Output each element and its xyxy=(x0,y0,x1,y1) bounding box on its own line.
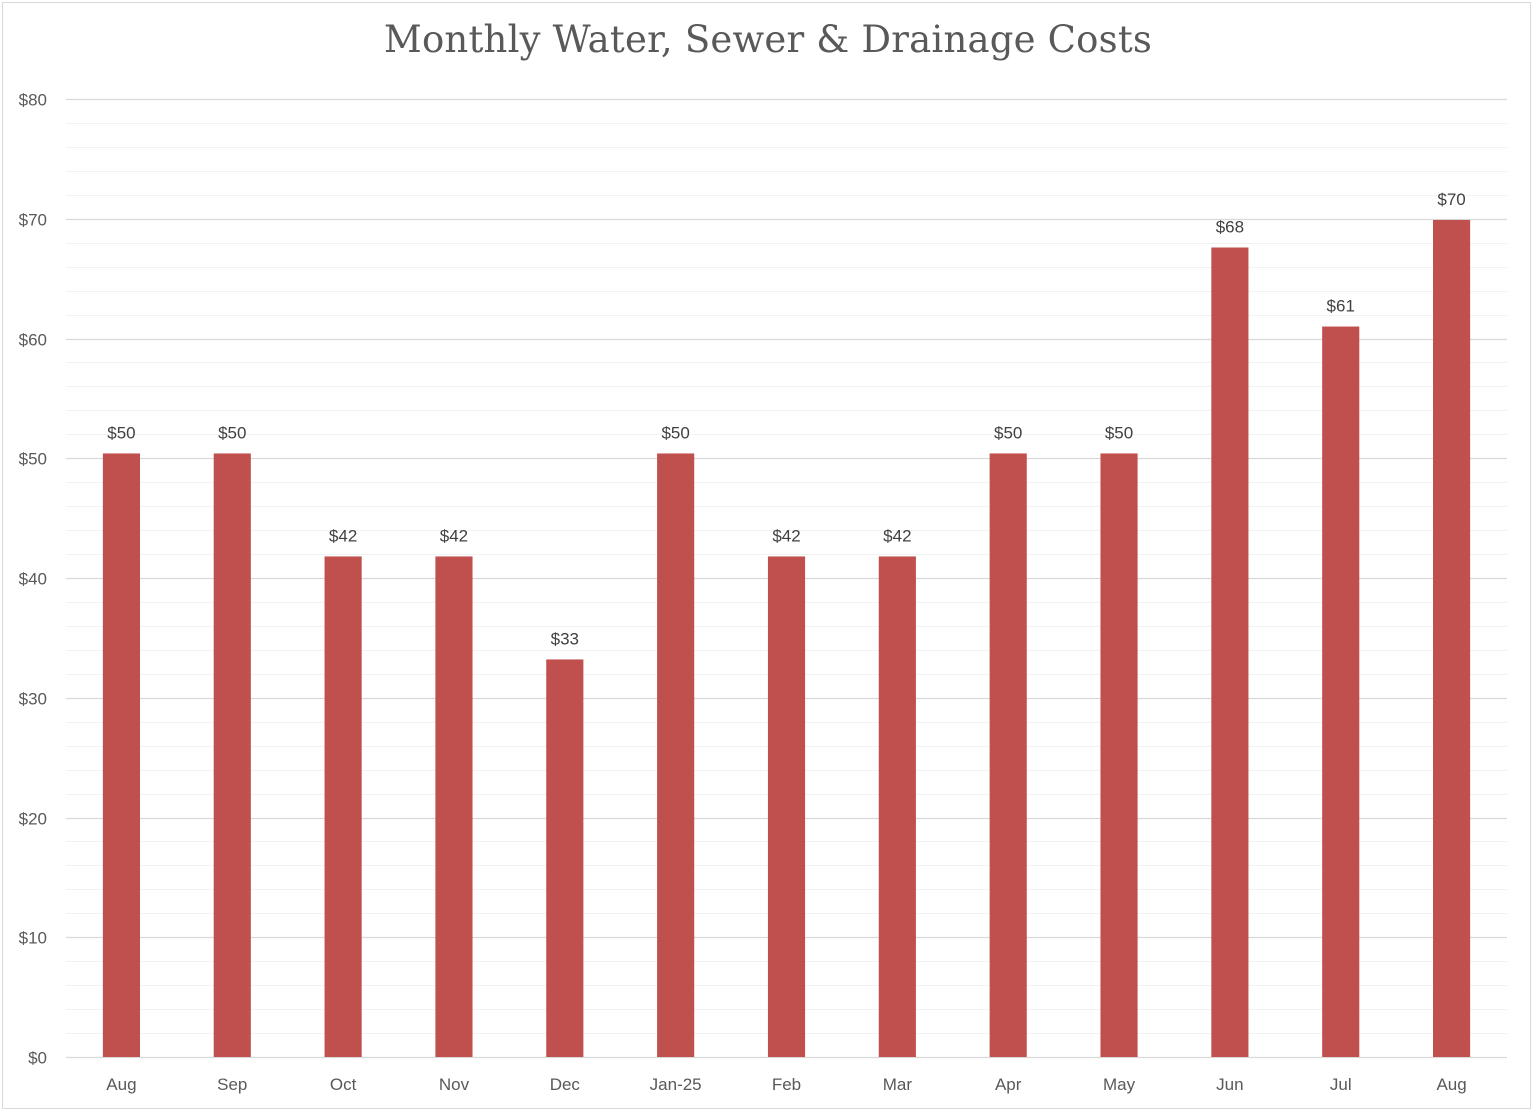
x-tick-label: Feb xyxy=(772,1075,801,1094)
bar xyxy=(1100,453,1138,1058)
y-tick-label: $40 xyxy=(19,570,47,589)
chart-title: Monthly Water, Sewer & Drainage Costs xyxy=(383,18,1153,61)
data-label: $50 xyxy=(107,423,135,442)
y-tick-label: $0 xyxy=(28,1049,47,1068)
x-tick-label: Aug xyxy=(106,1075,136,1094)
bar xyxy=(546,659,584,1057)
data-label: $33 xyxy=(551,629,579,648)
bar xyxy=(1211,247,1249,1058)
bar xyxy=(878,556,916,1057)
x-axis-tick-labels: Aug Sep Oct Nov Dec Jan-25 Feb Mar Apr May Jun Jul A… xyxy=(106,1075,1466,1094)
data-labels: $50 $50 $42 $42 $33 $50 $42 $42 $50 $50 $68 $61 $70 xyxy=(107,190,1466,648)
x-tick-label: Sep xyxy=(217,1075,247,1094)
data-label: $42 xyxy=(329,526,357,545)
x-tick-label: Apr xyxy=(995,1075,1022,1094)
y-tick-label: $60 xyxy=(19,331,47,350)
x-tick-label: Nov xyxy=(439,1075,470,1094)
bar xyxy=(1433,219,1471,1057)
bar xyxy=(435,556,473,1057)
data-label: $42 xyxy=(440,526,468,545)
data-label: $50 xyxy=(661,423,689,442)
bar xyxy=(213,453,251,1058)
x-tick-label: Mar xyxy=(883,1075,913,1094)
bars xyxy=(102,219,1471,1058)
data-label: $42 xyxy=(772,526,800,545)
data-label: $61 xyxy=(1327,297,1355,316)
y-tick-label: $20 xyxy=(19,810,47,829)
bar xyxy=(1322,326,1360,1057)
data-label: $70 xyxy=(1437,190,1465,209)
x-tick-label: Aug xyxy=(1436,1075,1466,1094)
data-label: $50 xyxy=(1105,423,1133,442)
data-label: $50 xyxy=(994,423,1022,442)
y-tick-label: $80 xyxy=(19,91,47,110)
x-tick-label: Jul xyxy=(1330,1075,1352,1094)
bar xyxy=(989,453,1027,1058)
bar xyxy=(657,453,695,1058)
x-tick-label: Jan-25 xyxy=(650,1075,702,1094)
x-tick-label: Jun xyxy=(1216,1075,1243,1094)
y-tick-label: $10 xyxy=(19,929,47,948)
data-label: $50 xyxy=(218,423,246,442)
x-tick-label: Oct xyxy=(330,1075,357,1094)
y-tick-label: $50 xyxy=(19,450,47,469)
data-label: $42 xyxy=(883,526,911,545)
y-tick-label: $30 xyxy=(19,690,47,709)
bar xyxy=(324,556,362,1057)
bar xyxy=(102,453,140,1058)
y-axis-tick-labels: $0 $10 $20 $30 $40 $50 $60 $70 $80 xyxy=(19,91,47,1068)
y-tick-label: $70 xyxy=(19,211,47,230)
x-tick-label: May xyxy=(1103,1075,1136,1094)
x-tick-label: Dec xyxy=(550,1075,581,1094)
bar xyxy=(767,556,806,1057)
data-label: $68 xyxy=(1216,217,1244,236)
